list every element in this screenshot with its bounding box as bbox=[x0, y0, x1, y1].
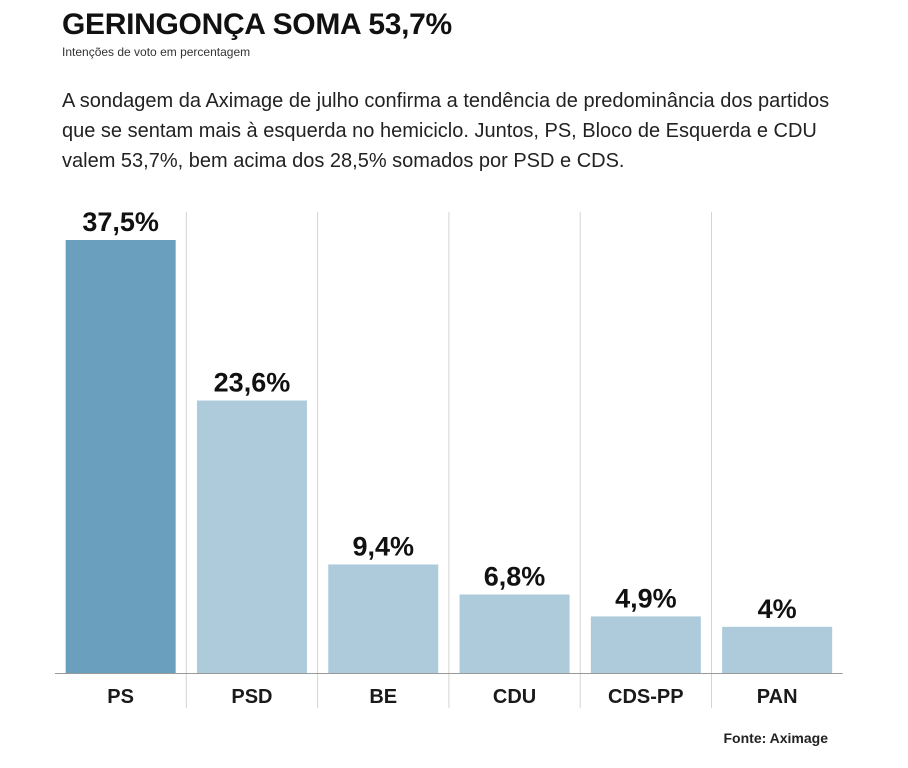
page-title: GERINGONÇA SOMA 53,7% bbox=[62, 8, 452, 41]
category-label-be: BE bbox=[369, 686, 397, 708]
category-label-cds-pp: CDS-PP bbox=[608, 686, 684, 708]
bar-pan bbox=[722, 626, 833, 673]
category-label-cdu: CDU bbox=[493, 686, 536, 708]
value-label-psd: 23,6% bbox=[214, 367, 291, 397]
source-note: Fonte: Aximage bbox=[723, 730, 829, 746]
bar-cds-pp bbox=[590, 616, 701, 673]
value-label-be: 9,4% bbox=[352, 531, 414, 561]
category-label-ps: PS bbox=[107, 686, 134, 708]
category-label-pan: PAN bbox=[757, 686, 798, 708]
chart-subtitle: Intenções de voto em percentagem bbox=[62, 45, 251, 59]
bar-psd bbox=[196, 400, 307, 673]
category-label-psd: PSD bbox=[231, 686, 272, 708]
value-label-ps: 37,5% bbox=[82, 207, 159, 237]
value-label-pan: 4% bbox=[758, 594, 797, 624]
value-label-cds-pp: 4,9% bbox=[615, 583, 677, 613]
chart-description: A sondagem da Aximage de julho confirma … bbox=[62, 90, 830, 172]
bar-cdu bbox=[459, 594, 570, 673]
bar-be bbox=[328, 564, 439, 673]
value-label-cdu: 6,8% bbox=[484, 561, 546, 591]
bar-ps bbox=[65, 240, 176, 673]
